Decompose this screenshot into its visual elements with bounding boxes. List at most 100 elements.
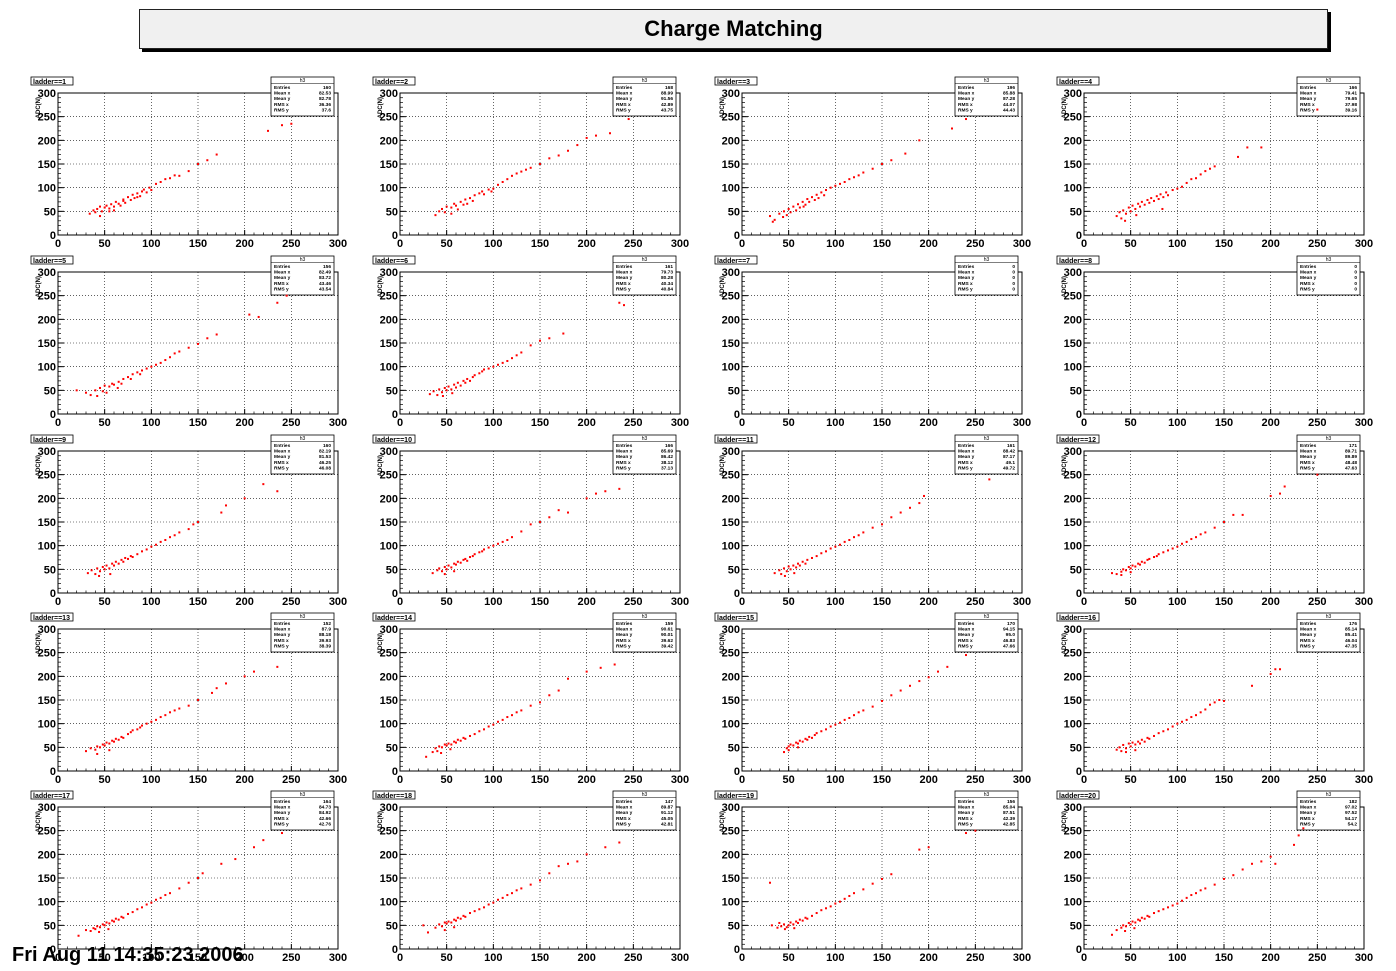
x-tick-label: 250: [1308, 952, 1326, 964]
stats-key: Mean x: [1300, 805, 1317, 811]
y-axis-label: ADC(N): [378, 633, 384, 654]
plot-frame: [399, 628, 681, 772]
data-point: [131, 911, 134, 914]
y-tick-label: 250: [38, 112, 56, 124]
y-tick-label: 0: [734, 588, 740, 600]
data-point: [136, 908, 139, 911]
data-point: [881, 877, 883, 880]
data-point: [456, 916, 459, 919]
data-point: [1167, 549, 1169, 552]
panel-label: ladder==19: [717, 793, 754, 800]
stats-key: Mean y: [1300, 454, 1317, 460]
y-tick-label: 100: [380, 183, 398, 195]
data-point: [520, 709, 523, 712]
data-point: [1232, 874, 1235, 877]
data-point: [1159, 193, 1162, 196]
data-point: [515, 172, 518, 175]
data-point: [1129, 745, 1132, 748]
data-point: [114, 200, 117, 203]
data-point: [548, 516, 551, 519]
data-point: [609, 132, 611, 135]
x-tick-label: 50: [783, 774, 795, 786]
data-point: [456, 208, 459, 211]
data-point: [169, 536, 171, 539]
x-tick-label: 50: [99, 952, 111, 964]
data-point: [243, 497, 246, 500]
data-point: [1127, 921, 1130, 924]
stats-key: RMS y: [616, 465, 631, 471]
data-point: [506, 178, 509, 181]
stats-name: h3: [1326, 614, 1332, 620]
data-point: [1316, 473, 1319, 476]
stats-name: h3: [1326, 257, 1332, 263]
panel-label-box: [372, 255, 416, 265]
data-point: [478, 551, 481, 554]
data-point: [85, 929, 87, 932]
data-point: [811, 736, 813, 739]
data-point: [145, 191, 148, 194]
data-point: [792, 564, 795, 567]
y-axis-label: ADC(N): [720, 633, 726, 654]
data-point: [881, 163, 883, 165]
data-point: [789, 568, 792, 571]
data-point: [808, 200, 811, 203]
data-point: [113, 740, 115, 743]
data-point: [1146, 558, 1149, 561]
data-point: [113, 564, 115, 567]
data-point: [276, 665, 279, 668]
stats-key: Mean y: [1300, 275, 1317, 281]
y-tick-label: 150: [722, 517, 740, 529]
stats-key: Entries: [1300, 443, 1317, 449]
data-point: [618, 841, 621, 844]
data-point: [817, 197, 820, 200]
data-point: [776, 926, 779, 929]
data-point: [85, 750, 87, 753]
data-point: [487, 367, 490, 370]
x-tick-label: 0: [739, 417, 745, 429]
data-point: [965, 832, 967, 835]
stats-value: 48.48: [1345, 460, 1357, 466]
y-tick-label: 250: [722, 112, 740, 124]
data-point: [881, 523, 883, 526]
y-tick-label: 50: [386, 920, 398, 932]
data-point: [881, 699, 883, 702]
data-point: [478, 730, 481, 733]
data-point: [169, 892, 171, 895]
data-point: [469, 197, 471, 200]
data-point: [795, 209, 798, 212]
data-point: [1134, 743, 1137, 746]
data-point: [103, 744, 106, 747]
y-tick-label: 150: [1064, 338, 1082, 350]
data-point: [455, 563, 457, 566]
data-point: [773, 572, 776, 575]
y-tick-label: 150: [380, 159, 398, 171]
data-point: [804, 737, 807, 740]
data-point: [141, 190, 143, 193]
stats-name: h3: [642, 257, 648, 263]
data-point: [438, 745, 441, 748]
y-axis-label: ADC(N): [36, 455, 42, 476]
stats-value: 43.46: [319, 281, 331, 287]
data-point: [497, 898, 499, 901]
y-tick-label: 150: [380, 517, 398, 529]
data-point: [169, 711, 171, 714]
stats-key: Mean y: [616, 96, 633, 102]
x-tick-label: 250: [282, 238, 300, 250]
data-point: [1157, 732, 1160, 735]
stats-key: Entries: [616, 799, 633, 805]
data-point: [131, 556, 134, 559]
data-point: [787, 749, 790, 752]
data-point: [1204, 887, 1207, 890]
data-point: [155, 182, 157, 185]
data-point: [1148, 201, 1151, 204]
data-point: [825, 550, 827, 553]
stats-key: RMS x: [958, 460, 973, 466]
data-point: [1140, 916, 1143, 919]
stats-value: 42.39: [1003, 816, 1015, 822]
data-point: [1155, 195, 1158, 198]
data-point: [462, 379, 465, 382]
x-tick-label: 0: [397, 238, 403, 250]
stats-name: h3: [300, 614, 306, 620]
stats-value: 88.42: [1003, 449, 1015, 455]
data-point: [276, 490, 279, 493]
